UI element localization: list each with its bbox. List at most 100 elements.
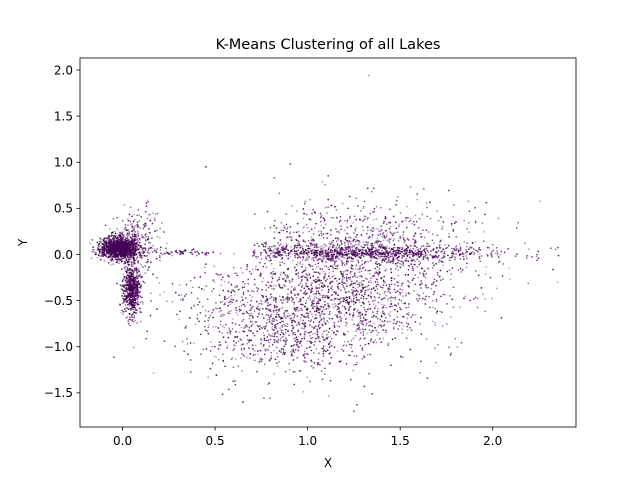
data-point [412,238,415,240]
data-point [407,273,410,276]
data-point [470,251,473,254]
data-point [284,298,287,301]
data-point [405,292,407,295]
data-point [113,250,116,253]
data-point [409,348,412,351]
data-point [355,243,357,246]
data-point [117,229,119,232]
data-point [280,331,283,334]
data-point [339,289,342,291]
data-point [277,247,280,250]
data-point [130,268,132,271]
data-point [265,251,268,254]
data-point [126,232,129,235]
data-point [275,309,277,312]
data-point [121,285,124,288]
data-point [108,243,111,245]
data-point [433,242,435,245]
data-point [393,304,396,307]
data-point [406,325,409,328]
data-point [108,243,111,246]
data-point [450,247,453,250]
data-point [134,292,136,294]
data-point [485,266,488,268]
data-point [395,267,397,270]
data-point [287,257,290,260]
data-point [426,377,429,379]
data-point [106,249,109,252]
data-point [133,314,136,317]
data-point [350,300,352,303]
data-point [359,337,362,340]
data-point [345,312,348,315]
data-point [136,303,139,305]
data-point [383,324,386,326]
data-point [318,323,320,326]
data-point [390,271,393,274]
data-point [291,298,294,300]
data-point [314,332,316,335]
data-point [305,299,308,302]
data-point [311,282,313,284]
data-point [340,255,343,258]
data-point [125,259,128,262]
data-point [129,254,132,257]
data-point [354,240,357,243]
data-point [132,346,135,349]
data-point [268,318,271,321]
data-point [295,250,298,252]
data-point [265,289,268,292]
data-point [323,308,325,311]
data-point [113,238,116,240]
data-point [273,224,275,227]
data-point [360,251,363,254]
data-point [419,232,422,235]
data-point [372,256,375,258]
data-point [139,256,142,259]
data-point [351,289,353,291]
data-point [109,240,112,243]
data-point [432,262,434,264]
data-point [359,328,361,331]
data-point [338,244,341,247]
data-point [125,237,127,240]
data-point [401,328,404,331]
data-point [364,215,367,218]
data-point [275,319,278,322]
data-point [297,249,300,252]
data-point [324,272,326,275]
data-point [420,287,422,289]
data-point [478,248,480,251]
data-point [449,353,452,356]
data-point [219,315,222,318]
data-point [136,256,139,259]
data-point [361,263,364,266]
data-point [129,316,131,319]
data-point [336,265,339,268]
data-point [353,215,356,218]
data-point [362,295,365,298]
data-point [308,230,311,233]
data-point [124,265,127,268]
data-point [243,286,246,288]
data-point [419,371,421,374]
data-point [477,274,480,277]
data-point [159,294,161,296]
data-point [97,243,100,246]
data-point [340,252,343,255]
data-point [234,293,236,296]
data-point [400,321,403,324]
data-point [371,329,374,332]
data-point [303,337,306,340]
data-point [474,296,477,299]
data-point [307,297,309,299]
data-point [396,310,399,313]
data-point [452,216,454,218]
data-point [136,300,139,303]
data-point [285,245,288,247]
data-point [414,239,417,242]
data-point [120,247,123,250]
data-point [351,250,353,252]
data-point [458,306,461,308]
data-point [313,253,316,256]
